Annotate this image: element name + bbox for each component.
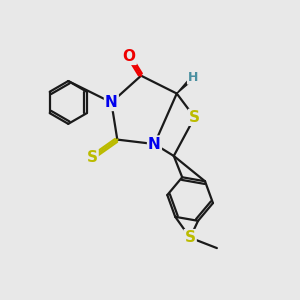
Text: S: S xyxy=(86,150,98,165)
Text: S: S xyxy=(189,110,200,125)
Polygon shape xyxy=(177,76,194,94)
Text: S: S xyxy=(184,230,196,245)
Text: N: N xyxy=(105,95,118,110)
Text: H: H xyxy=(188,71,198,84)
Text: N: N xyxy=(148,136,161,152)
Text: O: O xyxy=(123,49,136,64)
